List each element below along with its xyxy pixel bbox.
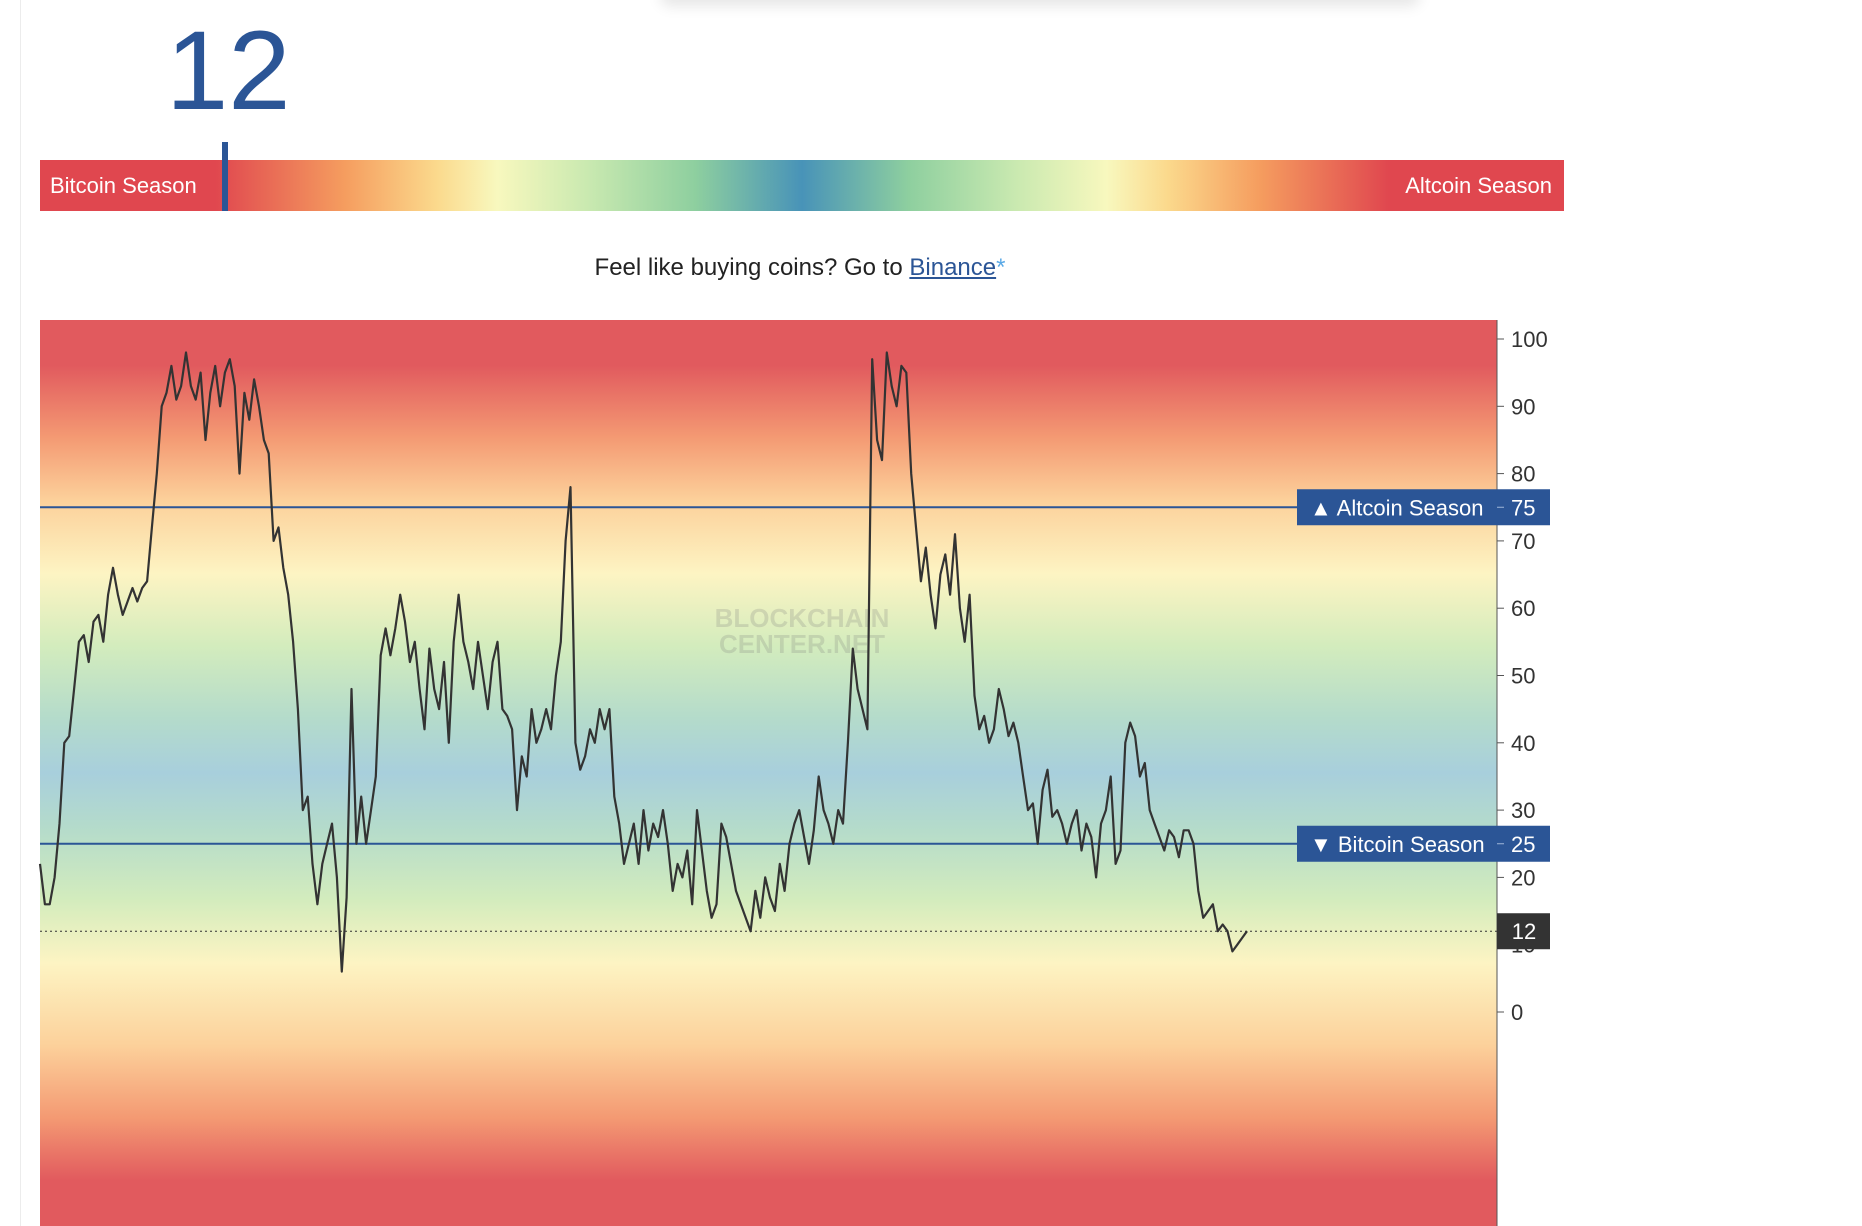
threshold-label: ▲ Altcoin Season <box>1310 495 1483 520</box>
bitcoin-season-label: Bitcoin Season <box>50 173 197 198</box>
cta-text: Feel like buying coins? Go to <box>594 254 910 281</box>
watermark-line-1: BLOCKCHAIN <box>715 603 890 633</box>
threshold-label-box <box>1297 825 1550 862</box>
season-gradient-bar: Bitcoin Season Altcoin Season <box>40 160 1564 211</box>
y-tick-label: 40 <box>1511 731 1535 756</box>
threshold-value: 75 <box>1511 495 1535 520</box>
y-tick-label: 50 <box>1511 664 1535 689</box>
season-bar-marker <box>222 142 228 211</box>
watermark-line-2: CENTER.NET <box>719 629 885 659</box>
y-tick-label: 100 <box>1511 327 1548 352</box>
binance-link[interactable]: Binance <box>909 254 997 281</box>
affiliate-asterisk: * <box>996 254 1006 281</box>
threshold-label: ▼ Bitcoin Season <box>1310 832 1485 857</box>
current-value-box <box>1497 913 1550 950</box>
watermark: BLOCKCHAIN CENTER.NET <box>715 603 890 659</box>
current-value-label: 12 <box>1512 919 1536 944</box>
left-divider <box>20 0 21 1226</box>
y-tick-label: 0 <box>1511 1000 1523 1025</box>
y-tick-label: 70 <box>1511 529 1535 554</box>
y-tick-label: 90 <box>1511 394 1535 419</box>
buy-coins-prompt: Feel like buying coins? Go to Binance* <box>0 254 1600 282</box>
y-tick-label: 80 <box>1511 462 1535 487</box>
altcoin-season-label: Altcoin Season <box>1405 173 1552 198</box>
plot-background <box>40 320 1497 1226</box>
y-tick-label: 30 <box>1511 798 1535 823</box>
y-tick-label: 60 <box>1511 596 1535 621</box>
threshold-label-box <box>1297 489 1550 526</box>
threshold-value: 25 <box>1511 832 1535 857</box>
current-index-value: 12 <box>166 8 291 133</box>
series-line <box>38 351 1248 973</box>
y-tick-label: 20 <box>1511 865 1535 890</box>
